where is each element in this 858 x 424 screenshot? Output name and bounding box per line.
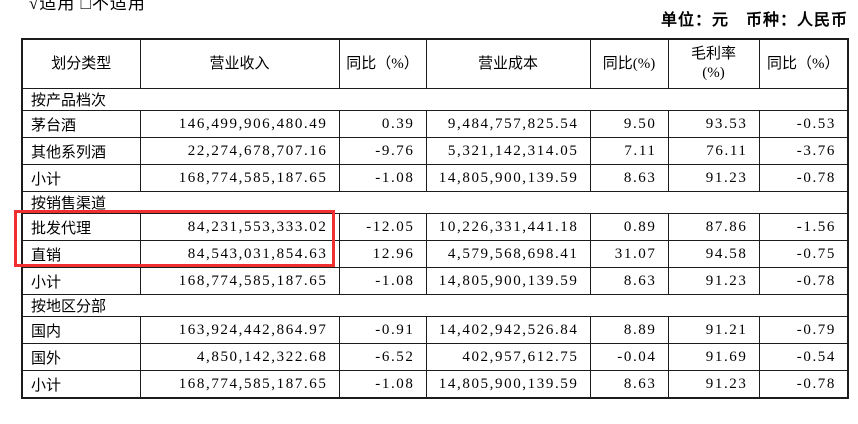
revenue-yoy-cell: -1.08 bbox=[338, 267, 427, 295]
revenue-yoy-cell: -1.08 bbox=[338, 164, 427, 192]
revenue-yoy-cell: -0.91 bbox=[338, 316, 427, 344]
revenue-cell: 163,924,442,864.97 bbox=[139, 316, 340, 344]
cost-cell: 4,579,568,698.41 bbox=[425, 240, 591, 268]
category-cell: 小计 bbox=[21, 164, 141, 192]
cost-cell: 10,226,331,441.18 bbox=[425, 213, 591, 241]
table-body: 按产品档次 茅台酒 146,499,906,480.49 0.39 9,484,757,… bbox=[21, 88, 849, 399]
data-row: 国外 4,850,142,322.68 -6.52 402,957,612.75 -0.… bbox=[21, 343, 849, 371]
cost-cell: 14,402,942,526.84 bbox=[425, 316, 591, 344]
revenue-yoy-cell: -6.52 bbox=[338, 343, 427, 371]
cost-yoy-cell: -0.04 bbox=[589, 343, 669, 371]
data-row: 其他系列酒 22,274,678,707.16 -9.76 5,321,142,314… bbox=[21, 137, 849, 165]
cost-cell: 14,805,900,139.59 bbox=[425, 370, 591, 399]
cost-yoy-cell: 8.63 bbox=[589, 267, 669, 295]
category-cell: 国内 bbox=[21, 316, 141, 344]
margin-cell: 91.23 bbox=[667, 370, 760, 399]
col-header-1: 划分类型 bbox=[21, 38, 141, 89]
section-title: 按地区分部 bbox=[21, 294, 849, 317]
col-header-5: 同比(%) bbox=[589, 38, 669, 89]
data-row: 茅台酒 146,499,906,480.49 0.39 9,484,757,825.5… bbox=[21, 110, 849, 138]
margin-yoy-cell: -0.78 bbox=[758, 370, 849, 399]
table-header-row: 划分类型 营业收入 同比（%） 营业成本 同比(%) 毛利率 (%) 同比（%） bbox=[21, 38, 849, 89]
revenue-cell: 168,774,585,187.65 bbox=[139, 370, 340, 399]
cost-yoy-cell: 8.89 bbox=[589, 316, 669, 344]
data-row: 小计 168,774,585,187.65 -1.08 14,805,900,139.… bbox=[21, 267, 849, 295]
margin-cell: 91.21 bbox=[667, 316, 760, 344]
revenue-cell: 4,850,142,322.68 bbox=[139, 343, 340, 371]
margin-cell: 93.53 bbox=[667, 110, 760, 138]
margin-cell: 94.58 bbox=[667, 240, 760, 268]
unit-currency-note: 单位：元 币种：人民币 bbox=[660, 12, 848, 29]
category-cell: 小计 bbox=[21, 370, 141, 399]
data-row: 批发代理 84,231,553,333.02 -12.05 10,226,331,44… bbox=[21, 213, 849, 241]
section-row: 按地区分部 bbox=[21, 294, 849, 317]
data-row: 小计 168,774,585,187.65 -1.08 14,805,900,139.… bbox=[21, 370, 849, 399]
cost-cell: 14,805,900,139.59 bbox=[425, 164, 591, 192]
category-cell: 小计 bbox=[21, 267, 141, 295]
col-header-6: 毛利率 (%) bbox=[667, 38, 760, 89]
col-header-3: 同比（%） bbox=[338, 38, 427, 89]
revenue-cell: 22,274,678,707.16 bbox=[139, 137, 340, 165]
category-cell: 国外 bbox=[21, 343, 141, 371]
col-header-4: 营业成本 bbox=[425, 38, 591, 89]
revenue-yoy-cell: 12.96 bbox=[338, 240, 427, 268]
data-row: 小计 168,774,585,187.65 -1.08 14,805,900,139.… bbox=[21, 164, 849, 192]
cost-yoy-cell: 8.63 bbox=[589, 370, 669, 399]
category-cell: 批发代理 bbox=[21, 213, 141, 241]
margin-cell: 91.23 bbox=[667, 267, 760, 295]
margin-yoy-cell: -0.78 bbox=[758, 164, 849, 192]
margin-yoy-cell: -0.79 bbox=[758, 316, 849, 344]
revenue-cell: 168,774,585,187.65 bbox=[139, 267, 340, 295]
revenue-yoy-cell: 0.39 bbox=[338, 110, 427, 138]
cost-yoy-cell: 8.63 bbox=[589, 164, 669, 192]
revenue-cell: 168,774,585,187.65 bbox=[139, 164, 340, 192]
margin-yoy-cell: -1.56 bbox=[758, 213, 849, 241]
cost-yoy-cell: 31.07 bbox=[589, 240, 669, 268]
cost-yoy-cell: 0.89 bbox=[589, 213, 669, 241]
category-cell: 茅台酒 bbox=[21, 110, 141, 138]
cost-yoy-cell: 7.11 bbox=[589, 137, 669, 165]
section-row: 按产品档次 bbox=[21, 88, 849, 111]
cost-cell: 14,805,900,139.59 bbox=[425, 267, 591, 295]
financial-table: 划分类型 营业收入 同比（%） 营业成本 同比(%) 毛利率 (%) 同比（%） 按产品档次茅… bbox=[21, 38, 849, 399]
cost-yoy-cell: 9.50 bbox=[589, 110, 669, 138]
revenue-yoy-cell: -9.76 bbox=[338, 137, 427, 165]
margin-cell: 87.86 bbox=[667, 213, 760, 241]
margin-cell: 91.69 bbox=[667, 343, 760, 371]
revenue-cell: 84,543,031,854.63 bbox=[139, 240, 340, 268]
applicability-note: √适用 □不适用 bbox=[29, 0, 146, 13]
section-title: 按产品档次 bbox=[21, 88, 849, 111]
category-cell: 其他系列酒 bbox=[21, 137, 141, 165]
table-header: 划分类型 营业收入 同比（%） 营业成本 同比(%) 毛利率 (%) 同比（%） bbox=[21, 38, 849, 89]
data-row: 国内 163,924,442,864.97 -0.91 14,402,942,526.… bbox=[21, 316, 849, 344]
cost-cell: 402,957,612.75 bbox=[425, 343, 591, 371]
section-title: 按销售渠道 bbox=[21, 191, 849, 214]
revenue-yoy-cell: -1.08 bbox=[338, 370, 427, 399]
margin-yoy-cell: -0.78 bbox=[758, 267, 849, 295]
col-header-2: 营业收入 bbox=[139, 38, 340, 89]
col-header-7: 同比（%） bbox=[758, 38, 849, 89]
margin-yoy-cell: -0.75 bbox=[758, 240, 849, 268]
margin-cell: 91.23 bbox=[667, 164, 760, 192]
section-row: 按销售渠道 bbox=[21, 191, 849, 214]
cost-cell: 5,321,142,314.05 bbox=[425, 137, 591, 165]
cost-cell: 9,484,757,825.54 bbox=[425, 110, 591, 138]
revenue-cell: 84,231,553,333.02 bbox=[139, 213, 340, 241]
margin-cell: 76.11 bbox=[667, 137, 760, 165]
data-row: 直销 84,543,031,854.63 12.96 4,579,568,698.41… bbox=[21, 240, 849, 268]
revenue-yoy-cell: -12.05 bbox=[338, 213, 427, 241]
margin-yoy-cell: -0.54 bbox=[758, 343, 849, 371]
margin-yoy-cell: -0.53 bbox=[758, 110, 849, 138]
margin-yoy-cell: -3.76 bbox=[758, 137, 849, 165]
category-cell: 直销 bbox=[21, 240, 141, 268]
revenue-cell: 146,499,906,480.49 bbox=[139, 110, 340, 138]
